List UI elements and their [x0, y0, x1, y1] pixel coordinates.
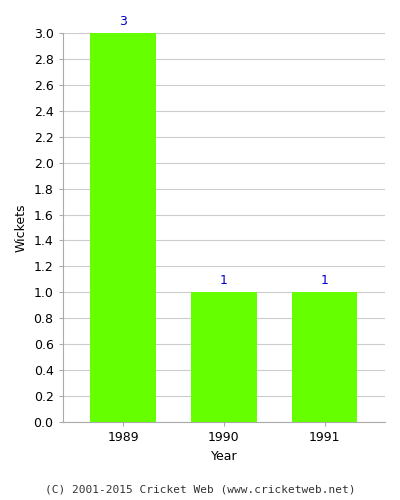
Text: 1: 1 [321, 274, 328, 287]
Bar [90, 33, 156, 422]
X-axis label: Year: Year [210, 450, 237, 462]
Y-axis label: Wickets: Wickets [15, 204, 28, 252]
Bar [191, 292, 256, 422]
Text: (C) 2001-2015 Cricket Web (www.cricketweb.net): (C) 2001-2015 Cricket Web (www.cricketwe… [45, 485, 355, 495]
Bar [292, 292, 357, 422]
Text: 3: 3 [119, 15, 127, 28]
Text: 1: 1 [220, 274, 228, 287]
